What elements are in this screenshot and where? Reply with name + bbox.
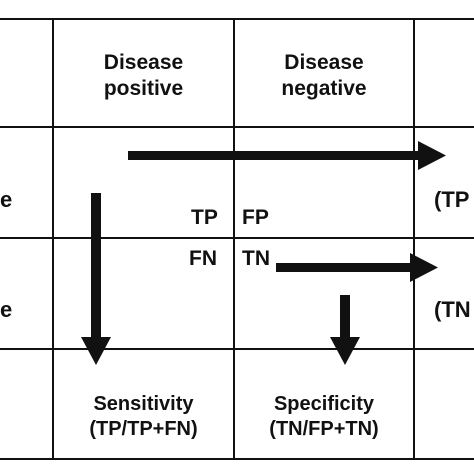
grid-line-top (0, 18, 474, 20)
sensitivity-title: Sensitivity (93, 393, 194, 415)
row2-right-formula: (TN (434, 297, 471, 322)
header-disease-negative-line1: Disease (284, 51, 364, 74)
header-disease-negative-line2: negative (281, 77, 367, 101)
cell-fp: FP (242, 206, 269, 229)
grid-line-col-3 (413, 18, 415, 460)
arrow-down-col2 (330, 295, 360, 365)
header-disease-positive-line1: Disease (103, 51, 184, 74)
grid-line-footer-top (0, 348, 474, 350)
header-disease-negative: Disease negative (235, 50, 413, 103)
specificity-title: Specificity (273, 393, 375, 415)
arrow-right-row1 (128, 141, 446, 170)
cell-tp: TP (191, 206, 218, 229)
row1-label: e (0, 187, 13, 212)
row2-label: e (0, 297, 13, 322)
arrow-right-row2 (276, 253, 438, 282)
specificity-formula: (TN/FP+TN) (269, 418, 379, 440)
specificity-block: Specificity (TN/FP+TN) (235, 392, 413, 442)
grid-line-row-divider (0, 237, 474, 239)
grid-line-header-bottom (0, 126, 474, 128)
grid-line-bottom (0, 458, 474, 460)
cell-tn: TN (242, 247, 270, 270)
row1-right-formula: (TP (434, 187, 470, 212)
sensitivity-block: Sensitivity (TP/TP+FN) (54, 392, 233, 442)
header-disease-positive-line2: positive (103, 77, 184, 101)
cell-fn: FN (189, 247, 217, 270)
sensitivity-formula: (TP/TP+FN) (89, 418, 198, 440)
grid-line-col-2 (233, 18, 235, 460)
header-disease-positive: Disease positive (54, 50, 233, 103)
grid-line-col-1 (52, 18, 54, 460)
arrow-down-col1 (81, 193, 111, 365)
